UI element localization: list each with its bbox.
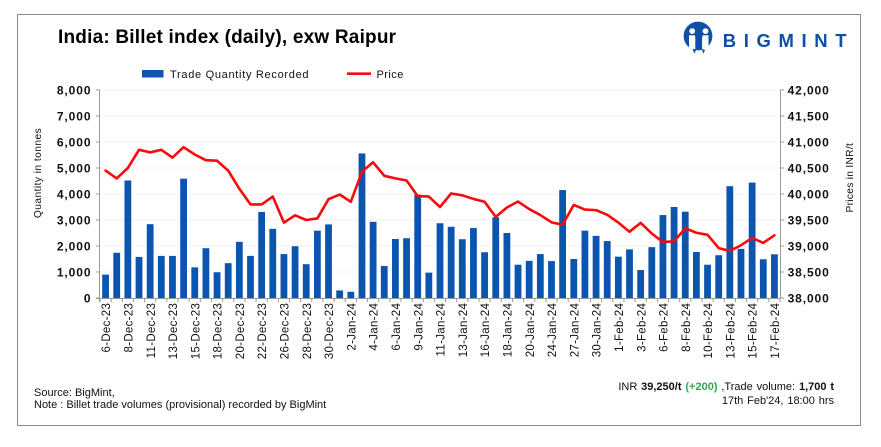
svg-text:39,500: 39,500: [788, 214, 830, 228]
svg-text:18-Dec-23: 18-Dec-23: [213, 303, 225, 359]
svg-text:Price: Price: [377, 69, 404, 81]
svg-text:2-Jan-24: 2-Jan-24: [346, 303, 358, 351]
svg-text:38,500: 38,500: [788, 266, 830, 280]
svg-text:13-Feb-24: 13-Feb-24: [725, 303, 737, 359]
svg-text:15-Feb-24: 15-Feb-24: [748, 303, 760, 359]
svg-text:6-Dec-23: 6-Dec-23: [101, 303, 113, 353]
svg-text:8-Dec-23: 8-Dec-23: [123, 303, 135, 353]
svg-text:1-Feb-24: 1-Feb-24: [614, 302, 626, 351]
svg-text:6,000: 6,000: [57, 136, 92, 150]
svg-text:13-Dec-23: 13-Dec-23: [168, 303, 180, 359]
svg-text:20-Jan-24: 20-Jan-24: [525, 302, 537, 357]
svg-text:18-Jan-24: 18-Jan-24: [502, 302, 514, 357]
svg-text:Prices in INR/t: Prices in INR/t: [845, 143, 856, 213]
svg-text:40,000: 40,000: [788, 188, 830, 202]
svg-text:30-Jan-24: 30-Jan-24: [592, 302, 604, 357]
svg-text:39,000: 39,000: [788, 240, 830, 254]
svg-text:11-Dec-23: 11-Dec-23: [146, 303, 158, 359]
svg-text:15-Dec-23: 15-Dec-23: [190, 303, 202, 359]
svg-text:41,500: 41,500: [788, 110, 830, 124]
svg-text:8,000: 8,000: [57, 84, 92, 98]
svg-text:4,000: 4,000: [57, 188, 92, 202]
svg-text:7,000: 7,000: [57, 110, 92, 124]
svg-text:4-Jan-24: 4-Jan-24: [369, 303, 381, 351]
svg-text:11-Jan-24: 11-Jan-24: [436, 303, 448, 357]
svg-text:Quantity in tonnes: Quantity in tonnes: [33, 128, 44, 218]
svg-text:24-Jan-24: 24-Jan-24: [547, 302, 559, 357]
svg-text:0: 0: [84, 292, 92, 306]
svg-text:41,000: 41,000: [788, 136, 830, 150]
svg-text:13-Jan-24: 13-Jan-24: [458, 302, 470, 357]
svg-text:5,000: 5,000: [57, 162, 92, 176]
svg-text:9-Jan-24: 9-Jan-24: [413, 303, 425, 351]
svg-text:2,000: 2,000: [57, 240, 92, 254]
svg-text:40,500: 40,500: [788, 162, 830, 176]
svg-text:6-Jan-24: 6-Jan-24: [391, 303, 403, 351]
svg-text:30-Dec-23: 30-Dec-23: [324, 303, 336, 359]
svg-text:38,000: 38,000: [788, 292, 830, 306]
svg-text:26-Dec-23: 26-Dec-23: [280, 303, 292, 359]
svg-text:27-Jan-24: 27-Jan-24: [569, 302, 581, 357]
svg-text:6-Feb-24: 6-Feb-24: [659, 302, 671, 351]
svg-text:1,000: 1,000: [57, 266, 92, 280]
svg-text:17-Feb-24: 17-Feb-24: [770, 303, 782, 359]
svg-text:3-Feb-24: 3-Feb-24: [636, 302, 648, 351]
svg-text:16-Jan-24: 16-Jan-24: [480, 302, 492, 357]
svg-text:28-Dec-23: 28-Dec-23: [302, 303, 314, 359]
svg-text:22-Dec-23: 22-Dec-23: [257, 303, 269, 359]
svg-text:10-Feb-24: 10-Feb-24: [703, 303, 715, 359]
svg-text:Trade Quantity Recorded: Trade Quantity Recorded: [170, 69, 309, 81]
svg-text:BIGMINT: BIGMINT: [723, 30, 854, 51]
svg-text:8-Feb-24: 8-Feb-24: [681, 302, 693, 351]
svg-text:20-Dec-23: 20-Dec-23: [235, 303, 247, 359]
svg-text:3,000: 3,000: [57, 214, 92, 228]
svg-text:42,000: 42,000: [788, 84, 830, 98]
